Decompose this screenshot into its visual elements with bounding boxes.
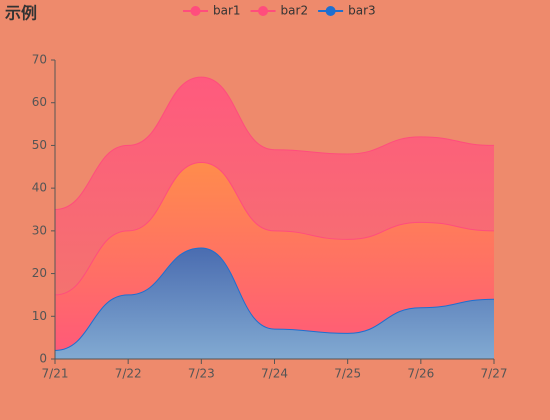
x-tick-label: 7/22 xyxy=(115,367,142,381)
x-tick-label: 7/24 xyxy=(261,367,288,381)
y-tick-label: 40 xyxy=(32,181,47,195)
legend-label: bar2 xyxy=(281,4,309,18)
legend-marker xyxy=(325,6,336,16)
chart-title: 示例 xyxy=(5,4,37,23)
y-tick-label: 70 xyxy=(32,53,47,67)
x-tick-label: 7/26 xyxy=(407,367,434,381)
legend-marker xyxy=(258,6,269,16)
y-tick-label: 50 xyxy=(32,138,47,152)
area-fill xyxy=(55,247,494,359)
y-tick-label: 60 xyxy=(32,95,47,109)
x-tick-label: 7/21 xyxy=(42,367,69,381)
x-tick-label: 7/25 xyxy=(334,367,361,381)
legend-label: bar1 xyxy=(213,4,241,18)
series-line xyxy=(54,162,495,296)
area-fill xyxy=(55,162,494,351)
y-tick-label: 0 xyxy=(39,352,47,366)
series-line xyxy=(54,76,495,210)
y-tick-label: 10 xyxy=(32,309,47,323)
area-fill xyxy=(55,77,494,295)
x-tick-label: 7/27 xyxy=(481,367,508,381)
y-tick-label: 20 xyxy=(32,266,47,280)
series-line xyxy=(54,247,495,351)
legend-marker xyxy=(190,6,201,16)
x-tick-label: 7/23 xyxy=(188,367,215,381)
legend-label: bar3 xyxy=(348,4,376,18)
y-tick-label: 30 xyxy=(32,223,47,237)
